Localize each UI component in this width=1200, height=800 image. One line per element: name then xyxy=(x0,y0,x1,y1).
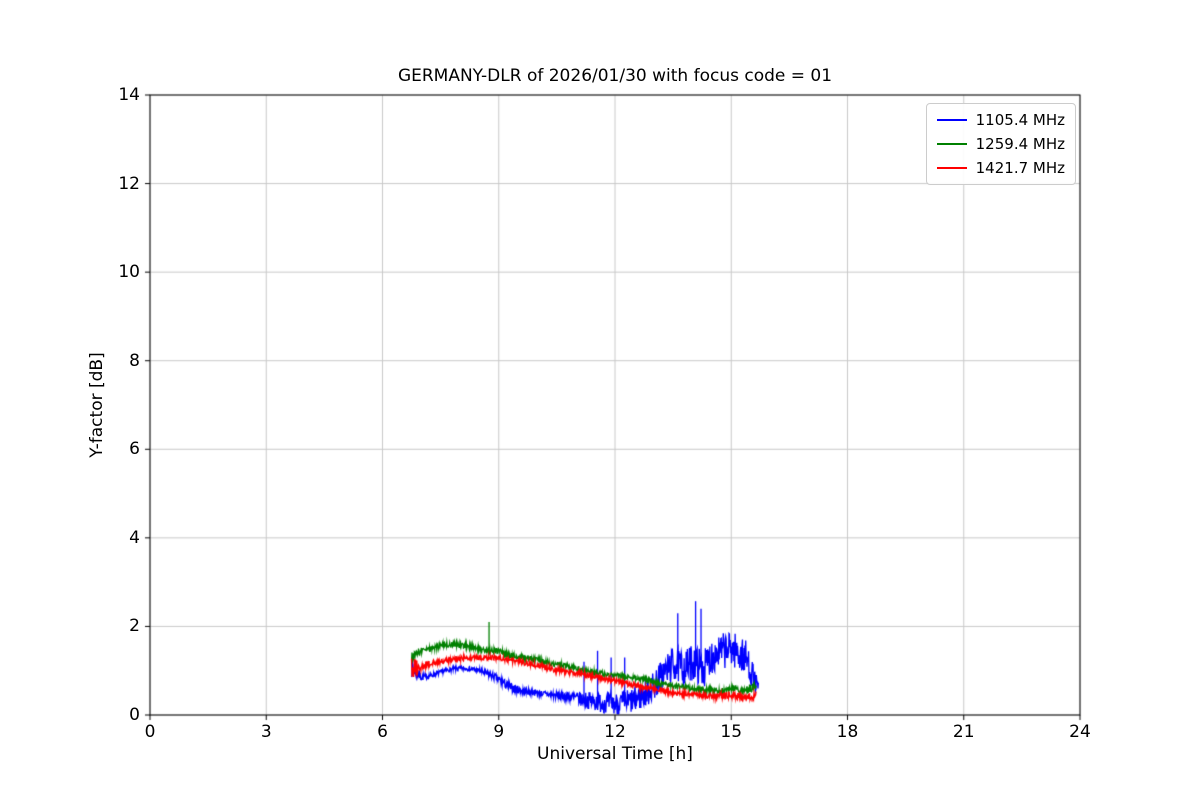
y-tick-label: 0 xyxy=(129,705,140,725)
chart-title: GERMANY-DLR of 2026/01/30 with focus cod… xyxy=(397,66,833,86)
x-tick-label: 9 xyxy=(493,722,505,742)
legend-line-swatch xyxy=(936,119,967,121)
x-tick-label: 18 xyxy=(836,722,859,742)
legend-item: 1259.4 MHz xyxy=(936,135,1065,153)
y-tick-label: 8 xyxy=(129,350,140,371)
x-tick-label: 6 xyxy=(377,722,388,742)
legend-line-swatch xyxy=(936,143,967,145)
legend-label: 1105.4 MHz xyxy=(975,111,1065,129)
y-tick-label: 14 xyxy=(118,85,140,105)
y-tick-label: 6 xyxy=(129,439,140,460)
legend-label: 1259.4 MHz xyxy=(975,135,1065,153)
y-tick-label: 4 xyxy=(129,527,140,548)
x-tick-label: 12 xyxy=(604,722,626,742)
y-tick-label: 10 xyxy=(118,262,140,283)
x-tick-label: 21 xyxy=(952,722,975,742)
legend-item: 1105.4 MHz xyxy=(936,111,1065,129)
x-axis-label: Universal Time [h] xyxy=(537,744,693,764)
x-tick-label: 0 xyxy=(144,722,156,742)
legend-label: 1421.7 MHz xyxy=(975,159,1065,177)
legend-line-swatch xyxy=(936,167,967,169)
y-tick-label: 12 xyxy=(118,173,140,194)
x-tick-label: 15 xyxy=(720,722,743,742)
y-tick-label: 2 xyxy=(129,616,140,637)
legend: 1105.4 MHz 1259.4 MHz 1421.7 MHz xyxy=(925,103,1076,185)
x-tick-label: 24 xyxy=(1069,722,1091,742)
legend-item: 1421.7 MHz xyxy=(936,159,1065,177)
x-tick-label: 3 xyxy=(260,722,272,742)
